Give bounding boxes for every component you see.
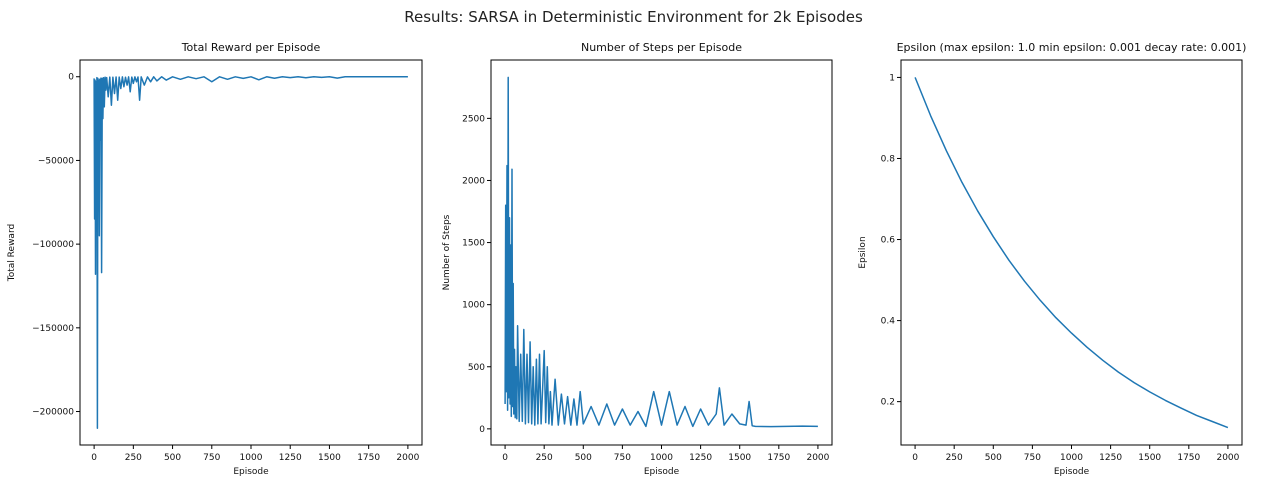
chart-3-x-tick-label: 0 bbox=[912, 453, 918, 463]
chart-2-y-tick-label: 1500 bbox=[462, 239, 485, 249]
chart-1-title: Total Reward per Episode bbox=[181, 41, 321, 54]
chart-3-y-tick-label: 0.4 bbox=[881, 317, 896, 327]
chart-1-x-tick-label: 1750 bbox=[357, 453, 380, 463]
chart-2-x-tick-label: 0 bbox=[502, 453, 508, 463]
chart-2-y-tick-label: 500 bbox=[468, 363, 485, 373]
chart-1-x-tick-label: 1500 bbox=[318, 453, 341, 463]
chart-3-x-tick-label: 1000 bbox=[1060, 453, 1083, 463]
figure-title: Results: SARSA in Deterministic Environm… bbox=[404, 8, 863, 26]
chart-2-y-tick-label: 0 bbox=[479, 425, 485, 435]
chart-1-y-tick-label: −50000 bbox=[38, 156, 74, 166]
chart-1-x-tick-label: 2000 bbox=[396, 453, 419, 463]
chart-3-x-tick-label: 1250 bbox=[1099, 453, 1122, 463]
chart-3-y-tick-label: 0.6 bbox=[881, 236, 896, 246]
chart-2-y-tick-label: 2000 bbox=[462, 176, 485, 186]
chart-3-y-axis-label: Epsilon bbox=[858, 236, 868, 268]
chart-3-y-tick-label: 0.8 bbox=[881, 154, 896, 164]
chart-2-y-tick-label: 2500 bbox=[462, 114, 485, 124]
chart-2-x-tick-label: 750 bbox=[614, 453, 631, 463]
chart-3-x-tick-label: 250 bbox=[946, 453, 963, 463]
chart-1-y-axis-label: Total Reward bbox=[7, 224, 17, 282]
chart-1-y-tick-label: −200000 bbox=[32, 408, 74, 418]
chart-2-x-tick-label: 250 bbox=[536, 453, 553, 463]
chart-2-x-tick-label: 1250 bbox=[689, 453, 712, 463]
chart-2-x-tick-label: 500 bbox=[575, 453, 592, 463]
chart-2-y-axis-label: Number of Steps bbox=[442, 214, 452, 290]
chart-3-x-tick-label: 1500 bbox=[1138, 453, 1161, 463]
chart-2-x-tick-label: 2000 bbox=[806, 453, 829, 463]
chart-1-series-line bbox=[93, 76, 408, 430]
chart-2-x-axis-label: Episode bbox=[644, 467, 680, 477]
chart-1-x-tick-label: 0 bbox=[91, 453, 97, 463]
chart-2-x-tick-label: 1500 bbox=[728, 453, 751, 463]
chart-1-x-tick-label: 500 bbox=[164, 453, 181, 463]
chart-3-frame bbox=[900, 59, 1243, 446]
chart-3-x-axis-label: Episode bbox=[1054, 467, 1090, 477]
chart-3-x-tick-label: 1750 bbox=[1177, 453, 1200, 463]
chart-1-x-tick-label: 1000 bbox=[240, 453, 263, 463]
chart-1-x-tick-label: 750 bbox=[203, 453, 220, 463]
chart-1-frame bbox=[79, 59, 423, 446]
chart-3-x-tick-label: 750 bbox=[1024, 453, 1041, 463]
chart-2-x-tick-label: 1000 bbox=[650, 453, 673, 463]
chart-2-title: Number of Steps per Episode bbox=[581, 41, 742, 54]
chart-1-x-tick-label: 1250 bbox=[279, 453, 302, 463]
chart-3-x-tick-label: 2000 bbox=[1216, 453, 1239, 463]
chart-3-x-tick-label: 500 bbox=[985, 453, 1002, 463]
chart-3-series-line bbox=[914, 77, 1229, 429]
chart-1-y-tick-label: −100000 bbox=[32, 240, 74, 250]
chart-1-y-tick-label: −150000 bbox=[32, 324, 74, 334]
chart-2-series-line bbox=[504, 76, 818, 428]
chart-3-y-tick-label: 1 bbox=[889, 73, 895, 83]
chart-3-y-tick-label: 0.2 bbox=[881, 398, 895, 408]
chart-1-x-tick-label: 250 bbox=[125, 453, 142, 463]
chart-1-y-tick-label: 0 bbox=[68, 73, 74, 83]
chart-3-title: Epsilon (max epsilon: 1.0 min epsilon: 0… bbox=[897, 41, 1247, 54]
chart-1-x-axis-label: Episode bbox=[233, 467, 269, 477]
chart-2-y-tick-label: 1000 bbox=[462, 301, 485, 311]
chart-2-x-tick-label: 1750 bbox=[767, 453, 790, 463]
